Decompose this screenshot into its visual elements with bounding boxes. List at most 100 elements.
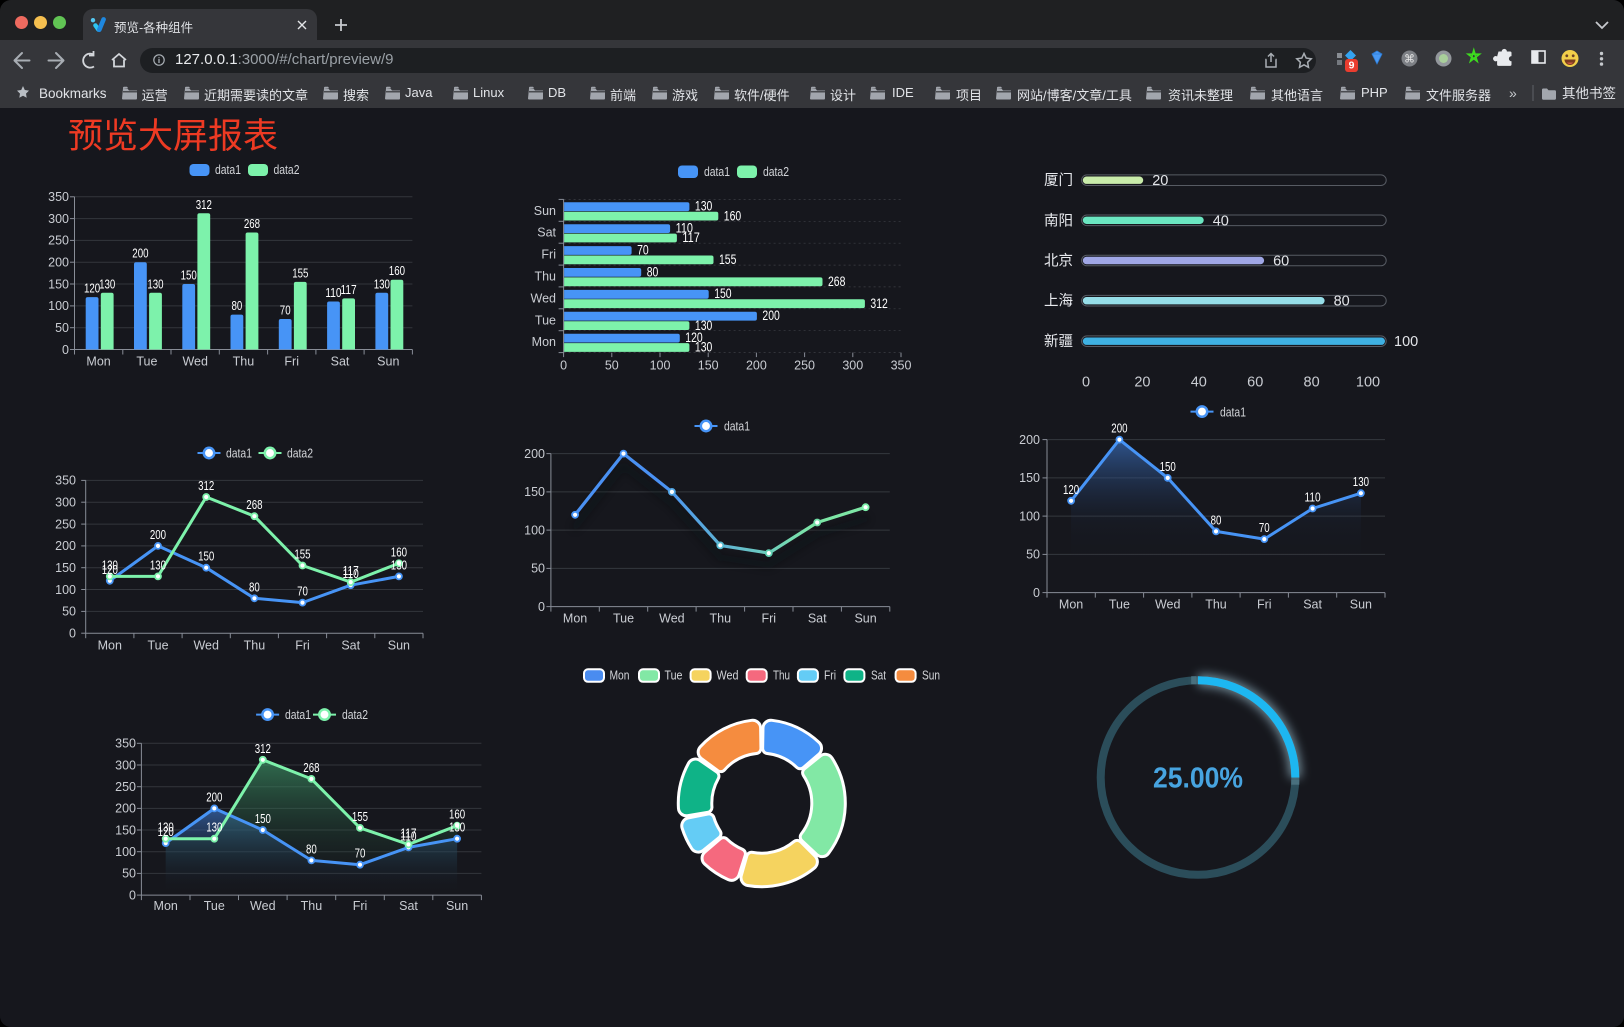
svg-text:Sat: Sat [331, 354, 350, 368]
svg-text:70: 70 [1259, 520, 1270, 535]
svg-text:50: 50 [55, 321, 69, 335]
svg-text:120: 120 [1063, 482, 1079, 497]
svg-text:Tue: Tue [136, 354, 157, 368]
svg-text:60: 60 [1247, 375, 1263, 391]
svg-text:268: 268 [303, 760, 319, 775]
svg-text:80: 80 [647, 264, 659, 279]
svg-text:117: 117 [682, 230, 699, 245]
svg-text:130: 130 [158, 820, 174, 835]
svg-text:Thu: Thu [710, 611, 732, 625]
svg-text:110: 110 [400, 828, 416, 843]
svg-text:130: 130 [206, 820, 222, 835]
svg-text:70: 70 [297, 584, 308, 599]
svg-text:0: 0 [69, 627, 76, 641]
svg-text:60: 60 [1273, 254, 1289, 270]
svg-text:Wed: Wed [193, 639, 219, 653]
svg-text:120: 120 [158, 824, 174, 839]
svg-text:0: 0 [560, 359, 567, 373]
svg-text:312: 312 [196, 197, 212, 212]
svg-text:Fri: Fri [295, 639, 310, 653]
svg-text:150: 150 [1160, 459, 1176, 474]
svg-text:268: 268 [244, 216, 260, 231]
svg-text:250: 250 [48, 234, 69, 248]
svg-text:250: 250 [115, 780, 136, 794]
svg-text:Fri: Fri [284, 354, 299, 368]
svg-text:200: 200 [746, 359, 767, 373]
svg-text:data2: data2 [287, 446, 313, 461]
svg-text:Thu: Thu [244, 639, 266, 653]
svg-text:100: 100 [55, 583, 76, 597]
svg-text:200: 200 [1111, 421, 1127, 436]
svg-text:Sun: Sun [377, 354, 399, 368]
svg-text:其他书签: 其他书签 [1562, 85, 1616, 101]
svg-text:0: 0 [62, 343, 69, 357]
svg-text:Wed: Wed [531, 291, 557, 305]
svg-text:70: 70 [280, 303, 291, 318]
svg-text:Wed: Wed [717, 668, 739, 683]
svg-text:120: 120 [685, 330, 702, 345]
svg-text:100: 100 [524, 523, 545, 537]
svg-text:160: 160 [391, 544, 407, 559]
svg-text:200: 200 [48, 256, 69, 270]
svg-text:150: 150 [714, 286, 731, 301]
svg-text:Mon: Mon [610, 668, 630, 683]
svg-text:上海: 上海 [1044, 293, 1073, 310]
svg-text:200: 200 [1019, 433, 1040, 447]
svg-text:80: 80 [1211, 512, 1222, 527]
svg-text:50: 50 [1026, 548, 1040, 562]
svg-text:北京: 北京 [1044, 253, 1073, 270]
svg-text:0: 0 [129, 888, 136, 902]
svg-text:200: 200 [132, 246, 148, 261]
svg-text:100: 100 [1019, 509, 1040, 523]
svg-text:150: 150 [524, 485, 545, 499]
svg-text:Sat: Sat [399, 899, 418, 913]
svg-text:南阳: 南阳 [1044, 212, 1073, 229]
svg-text:155: 155 [294, 547, 310, 562]
svg-text:100: 100 [115, 845, 136, 859]
svg-text:120: 120 [84, 281, 100, 296]
svg-text:9: 9 [1349, 60, 1355, 72]
svg-text:0: 0 [1033, 586, 1040, 600]
svg-text:150: 150 [1019, 471, 1040, 485]
svg-text:Mon: Mon [154, 899, 178, 913]
svg-text:160: 160 [449, 807, 465, 822]
svg-text:130: 130 [695, 199, 712, 214]
svg-text:Fri: Fri [762, 611, 777, 625]
svg-text:data1: data1 [285, 707, 311, 722]
svg-text:350: 350 [48, 190, 69, 204]
svg-text:117: 117 [400, 825, 416, 840]
svg-text:data2: data2 [342, 707, 368, 722]
svg-text:130: 130 [102, 557, 118, 572]
svg-text:150: 150 [48, 277, 69, 291]
svg-text:110: 110 [325, 285, 341, 300]
svg-text:0: 0 [1082, 375, 1090, 391]
svg-text:50: 50 [605, 359, 619, 373]
svg-text:data1: data1 [215, 162, 241, 177]
svg-text:50: 50 [531, 562, 545, 576]
svg-text:Tue: Tue [535, 313, 556, 327]
svg-text:120: 120 [102, 562, 118, 577]
svg-text:Sat: Sat [808, 611, 827, 625]
svg-text:100: 100 [48, 299, 69, 313]
svg-text:Sat: Sat [537, 226, 556, 240]
svg-text:300: 300 [48, 212, 69, 226]
svg-text:Mon: Mon [563, 611, 587, 625]
svg-text:Sun: Sun [388, 639, 410, 653]
svg-text:新疆: 新疆 [1044, 333, 1073, 350]
svg-text:155: 155 [719, 252, 736, 267]
svg-text:厦门: 厦门 [1044, 172, 1073, 189]
svg-text:Fri: Fri [1257, 598, 1272, 612]
svg-text:20: 20 [1152, 173, 1168, 189]
svg-text:Sun: Sun [922, 668, 940, 683]
svg-text:250: 250 [794, 359, 815, 373]
svg-text:50: 50 [62, 605, 76, 619]
svg-text:Mon: Mon [86, 354, 110, 368]
svg-text:data2: data2 [763, 164, 789, 179]
svg-text:80: 80 [249, 579, 260, 594]
svg-text:110: 110 [1305, 490, 1321, 505]
svg-text:70: 70 [355, 846, 366, 861]
svg-text:Mon: Mon [98, 639, 122, 653]
svg-text:130: 130 [391, 557, 407, 572]
svg-text:160: 160 [389, 263, 405, 278]
svg-text:Mon: Mon [532, 335, 556, 349]
